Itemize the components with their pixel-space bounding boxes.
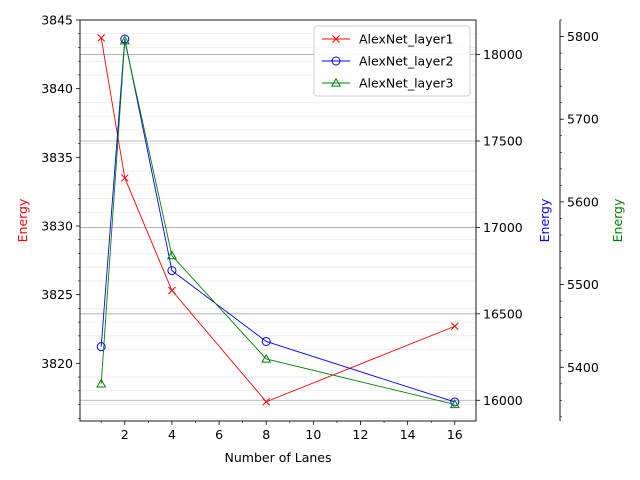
x-tick-label: 10 bbox=[305, 427, 321, 442]
left-tick-label: 3845 bbox=[41, 13, 73, 28]
marker-stroke bbox=[262, 397, 271, 406]
series-1 bbox=[97, 33, 459, 406]
legend-marker bbox=[332, 35, 340, 43]
marker-stroke bbox=[450, 322, 459, 331]
data-point bbox=[96, 378, 107, 388]
right1-tick-label: 17500 bbox=[483, 133, 523, 148]
right1-tick-label: 16000 bbox=[483, 393, 523, 408]
left-tick-label: 3840 bbox=[41, 81, 73, 96]
left-tick-label: 3820 bbox=[41, 356, 73, 371]
legend-marker bbox=[330, 77, 342, 87]
legend: AlexNet_layer1 AlexNet_layer2 AlexNet_laye… bbox=[313, 25, 471, 97]
data-point bbox=[166, 250, 177, 260]
series-group bbox=[96, 33, 460, 409]
right2-tick-label: 5400 bbox=[567, 360, 599, 375]
legend-marker bbox=[331, 56, 341, 66]
data-point bbox=[262, 397, 271, 406]
data-point bbox=[96, 342, 106, 352]
series-line bbox=[100, 38, 455, 403]
x-tick-label: 8 bbox=[262, 427, 270, 442]
data-point bbox=[167, 266, 177, 276]
right1-axis-title: Energy bbox=[537, 198, 552, 242]
x-tick-label: 2 bbox=[121, 427, 129, 442]
x-tick-label: 14 bbox=[400, 427, 416, 442]
right2-tick-label: 5600 bbox=[567, 194, 599, 209]
legend-label: AlexNet_layer3 bbox=[359, 76, 453, 91]
legend-item: AlexNet_layer3 bbox=[322, 76, 453, 91]
right1-tick-label: 18000 bbox=[483, 47, 523, 62]
left-axis-title: Energy bbox=[15, 198, 30, 242]
data-point bbox=[120, 174, 129, 182]
legend-item: AlexNet_layer1 bbox=[322, 32, 453, 47]
data-point bbox=[449, 399, 460, 409]
right1-tick-label: 16500 bbox=[483, 306, 523, 321]
legend-label: AlexNet_layer2 bbox=[359, 54, 453, 69]
marker-stroke bbox=[168, 286, 176, 295]
data-point bbox=[119, 35, 130, 45]
grid-lines bbox=[80, 33, 476, 419]
data-point bbox=[97, 33, 106, 42]
right2-tick-label: 5800 bbox=[567, 29, 599, 44]
right1-tick-label: 17000 bbox=[483, 220, 523, 235]
left-tick-label: 3825 bbox=[41, 287, 73, 302]
x-tick-label: 4 bbox=[168, 427, 176, 442]
axes-ticks: 3820 3825 3830 3835 3840 3845 16000 16500 17000 1… bbox=[41, 13, 599, 443]
x-tick-label: 12 bbox=[353, 427, 369, 442]
x-tick-label: 6 bbox=[215, 427, 223, 442]
data-point bbox=[261, 336, 271, 346]
x-tick-label: 16 bbox=[447, 427, 463, 442]
right2-tick-label: 5700 bbox=[567, 112, 599, 127]
series-3 bbox=[96, 35, 460, 409]
data-point bbox=[168, 286, 176, 295]
series-2 bbox=[96, 34, 460, 407]
x-axis-title: Number of Lanes bbox=[225, 450, 332, 465]
plot-frame bbox=[79, 19, 477, 422]
data-point bbox=[450, 322, 459, 331]
left-tick-label: 3835 bbox=[41, 150, 73, 165]
right2-axis-title: Energy bbox=[610, 198, 625, 242]
marker-stroke bbox=[120, 174, 129, 182]
left-tick-label: 3830 bbox=[41, 218, 73, 233]
legend-item: AlexNet_layer2 bbox=[322, 54, 453, 69]
marker-stroke bbox=[332, 35, 340, 43]
legend-label: AlexNet_layer1 bbox=[359, 32, 453, 47]
data-point bbox=[261, 353, 272, 363]
marker-stroke bbox=[97, 33, 106, 42]
legend-frame bbox=[313, 25, 471, 97]
data-point bbox=[450, 397, 460, 407]
series-line bbox=[100, 40, 455, 405]
right2-tick-label: 5500 bbox=[567, 277, 599, 292]
